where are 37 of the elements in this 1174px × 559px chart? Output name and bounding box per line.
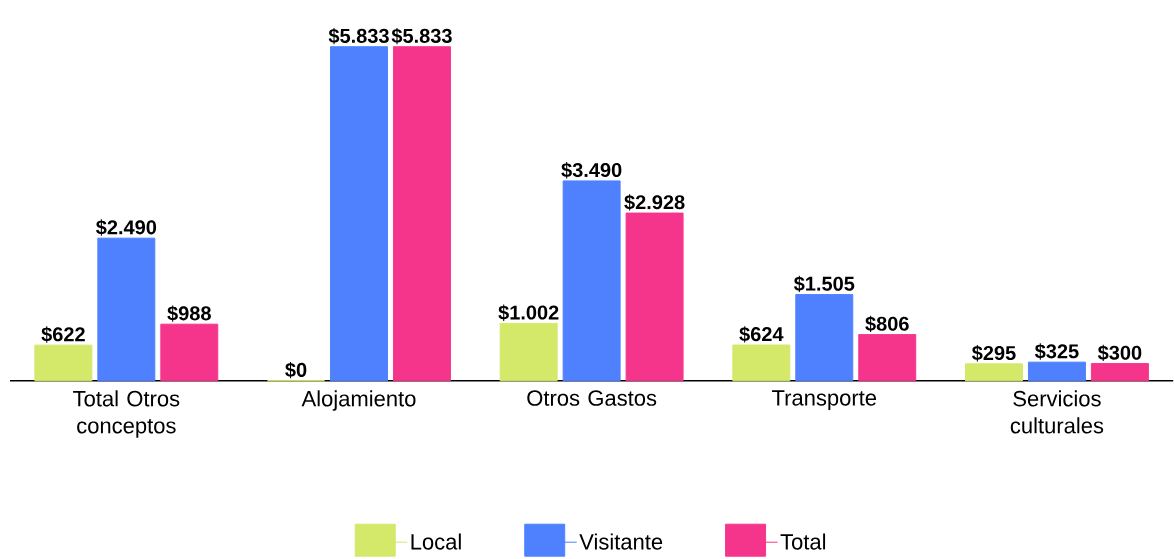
data-label: $988 bbox=[167, 305, 211, 322]
bar bbox=[499, 323, 558, 382]
bar bbox=[964, 363, 1023, 382]
legend-label: Local bbox=[411, 533, 461, 550]
bar bbox=[625, 212, 684, 382]
x-tick-label: Otros Gastos bbox=[527, 390, 657, 407]
data-label: $5.833 bbox=[328, 28, 389, 45]
data-label: $325 bbox=[1034, 343, 1079, 360]
data-label: $806 bbox=[865, 315, 909, 333]
bar bbox=[160, 323, 219, 382]
bar bbox=[1090, 363, 1149, 382]
bar bbox=[795, 294, 854, 382]
data-label: $5.833 bbox=[391, 28, 452, 45]
data-label: $1.505 bbox=[793, 275, 855, 293]
bar bbox=[34, 344, 93, 382]
data-label: $3.490 bbox=[561, 162, 622, 179]
x-tick-label: Alojamiento bbox=[301, 390, 416, 411]
data-label: $1.002 bbox=[498, 304, 559, 322]
data-label: $295 bbox=[972, 345, 1016, 362]
legend-label: Visitante bbox=[579, 533, 663, 550]
bar bbox=[392, 46, 451, 382]
data-label: $622 bbox=[41, 326, 85, 343]
bar bbox=[330, 46, 388, 382]
data-label: $2.928 bbox=[624, 194, 685, 211]
bar bbox=[97, 237, 156, 382]
data-label: $300 bbox=[1097, 344, 1142, 362]
x-tick-label: Transporte bbox=[772, 390, 877, 411]
bar bbox=[858, 334, 917, 382]
legend-label: Total bbox=[780, 533, 826, 550]
x-tick-label: Servicios culturales bbox=[1010, 390, 1104, 434]
x-tick-label: Total Otros conceptos bbox=[73, 390, 180, 438]
data-label: $2.490 bbox=[96, 219, 157, 236]
bar bbox=[562, 180, 621, 382]
bar bbox=[1027, 361, 1086, 382]
data-label: $624 bbox=[739, 326, 784, 343]
data-label: $0 bbox=[285, 362, 307, 379]
bar bbox=[732, 344, 791, 382]
